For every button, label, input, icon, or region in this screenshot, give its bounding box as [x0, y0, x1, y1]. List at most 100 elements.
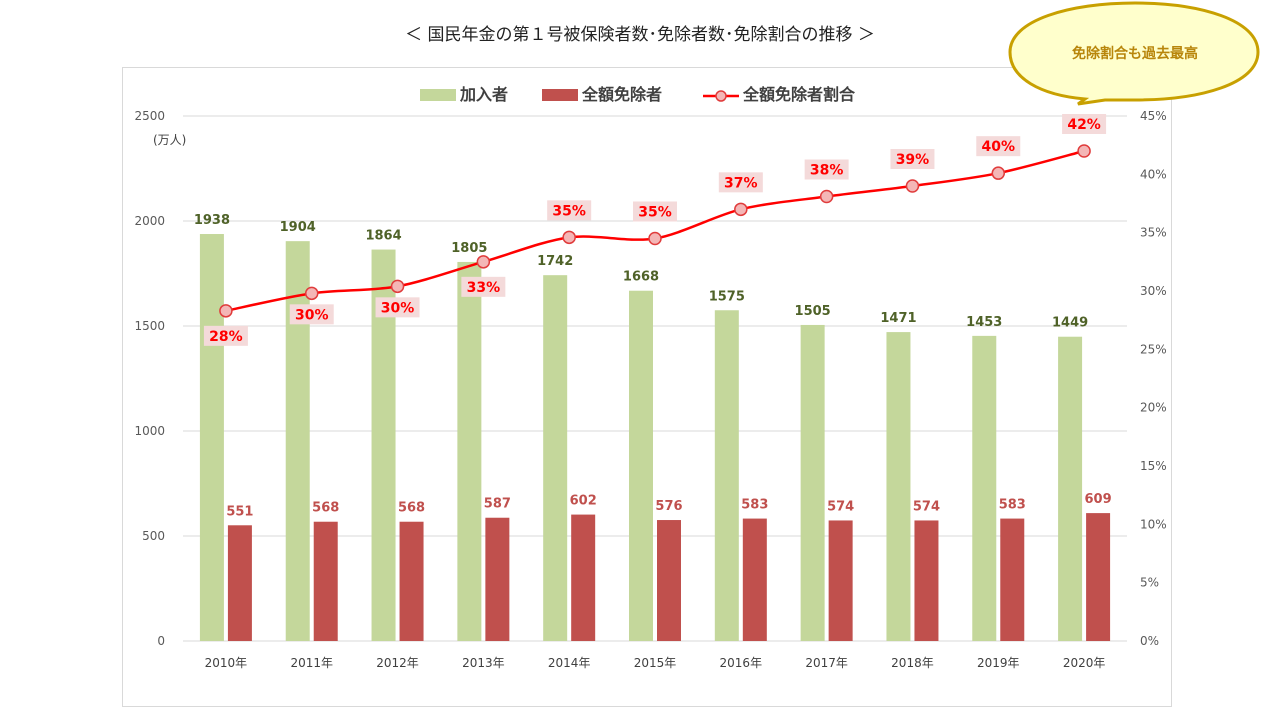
- bar-exempt: [313, 521, 338, 641]
- chart-frame: [122, 67, 1172, 707]
- bar-subscribers: [457, 261, 482, 641]
- bar-exempt-label: 574: [827, 499, 854, 514]
- bar-exempt: [914, 520, 939, 641]
- legend-swatch-exempt: [542, 89, 578, 101]
- y-right-tick-label: 15%: [1140, 459, 1167, 473]
- ratio-point: [562, 230, 576, 245]
- bar-exempt: [1086, 513, 1111, 641]
- y-right-tick-label: 5%: [1140, 576, 1159, 590]
- bar-exempt-label: 587: [484, 497, 511, 512]
- x-tick-label: 2013年: [462, 656, 505, 670]
- ratio-label: 40%: [982, 139, 1016, 155]
- bar-subscribers-label: 1505: [795, 304, 831, 319]
- ratio-line: [225, 149, 1085, 313]
- ratio-point: [819, 189, 834, 204]
- ratio-label-bg: [1062, 114, 1107, 134]
- x-tick-label: 2020年: [1063, 656, 1106, 670]
- ratio-label: 28%: [209, 329, 243, 345]
- bar-subscribers: [714, 310, 739, 641]
- y-left-tick-label: 2500: [134, 109, 165, 123]
- bar-exempt: [1000, 518, 1025, 641]
- bar-subscribers-label: 1471: [880, 311, 916, 326]
- legend-label-ratio: 全額免除者割合: [742, 85, 856, 104]
- x-tick-label: 2014年: [548, 656, 591, 670]
- ratio-point: [476, 255, 491, 269]
- x-tick-label: 2016年: [720, 656, 763, 670]
- ratio-point: [1077, 144, 1091, 158]
- ratio-label-bg: [289, 304, 334, 325]
- page-title: ＜ 国民年金の第１号被保険者数･免除者数･免除割合の推移 ＞: [405, 25, 875, 45]
- bar-exempt: [657, 520, 681, 641]
- ratio-label-bg: [203, 325, 248, 346]
- legend-label-subscribers: 加入者: [459, 85, 508, 104]
- x-tick-label: 2012年: [376, 656, 419, 670]
- bar-exempt-label: 568: [312, 501, 339, 516]
- y-right-tick-label: 40%: [1140, 167, 1167, 181]
- x-tick-label: 2010年: [205, 656, 248, 670]
- bar-subscribers: [285, 241, 310, 641]
- bar-subscribers-label: 1453: [966, 315, 1002, 330]
- ratio-label-bg: [375, 297, 420, 318]
- bar-subscribers: [1058, 336, 1083, 641]
- x-tick-label: 2011年: [290, 656, 333, 670]
- legend-marker-ratio: [715, 90, 727, 102]
- y-right-tick-label: 30%: [1140, 284, 1167, 298]
- callout-text: 免除割合も過去最高: [1072, 45, 1198, 62]
- y-left-tick-label: 1500: [134, 319, 165, 333]
- bar-subscribers-label: 1938: [194, 213, 230, 228]
- bar-subscribers: [800, 324, 825, 641]
- bar-exempt: [571, 514, 596, 641]
- ratio-label: 42%: [1067, 117, 1101, 133]
- bar-exempt: [742, 518, 767, 641]
- ratio-label-bg: [718, 172, 763, 193]
- ratio-label-bg: [633, 201, 677, 222]
- bar-exempt-label: 583: [741, 498, 768, 513]
- bar-exempt-label: 602: [570, 494, 597, 509]
- ratio-point: [648, 231, 662, 246]
- bar-subscribers-label: 1575: [709, 289, 745, 304]
- bar-subscribers-label: 1904: [280, 220, 316, 235]
- ratio-label-bg: [804, 159, 849, 180]
- y-left-tick-label: 1000: [134, 424, 165, 438]
- y-left-axis-label: (万人): [153, 133, 186, 147]
- ratio-label-bg: [547, 200, 592, 221]
- ratio-point: [304, 286, 319, 301]
- ratio-point: [991, 166, 1006, 180]
- y-left-tick-label: 0: [157, 634, 165, 648]
- y-right-tick-label: 35%: [1140, 226, 1167, 240]
- ratio-label: 35%: [638, 205, 672, 221]
- bar-exempt: [227, 525, 252, 641]
- callout-bubble: [1008, 1, 1260, 106]
- bar-subscribers: [629, 290, 653, 641]
- bar-exempt-label: 609: [1085, 492, 1112, 507]
- y-right-tick-label: 20%: [1140, 401, 1167, 415]
- legend-swatch-subscribers: [420, 89, 456, 101]
- ratio-label: 30%: [381, 300, 415, 316]
- bar-exempt: [828, 520, 853, 641]
- x-tick-label: 2019年: [977, 656, 1020, 670]
- x-tick-label: 2015年: [634, 656, 677, 670]
- bar-exempt: [485, 517, 510, 641]
- y-right-tick-label: 45%: [1140, 109, 1167, 123]
- ratio-label: 30%: [295, 307, 329, 323]
- bar-exempt-label: 583: [999, 498, 1026, 513]
- ratio-label: 39%: [896, 152, 930, 168]
- bar-subscribers-label: 1805: [451, 241, 487, 256]
- y-right-tick-label: 25%: [1140, 342, 1167, 356]
- y-left-tick-label: 500: [142, 529, 165, 543]
- y-right-tick-label: 10%: [1140, 517, 1167, 531]
- ratio-point: [734, 202, 748, 217]
- ratio-point: [219, 304, 233, 318]
- y-right-tick-label: 0%: [1140, 634, 1159, 648]
- bar-exempt-label: 568: [398, 501, 425, 516]
- x-tick-label: 2018年: [891, 656, 934, 670]
- bar-subscribers: [543, 275, 568, 641]
- bar-subscribers-label: 1864: [365, 229, 401, 244]
- ratio-point: [390, 279, 405, 294]
- bar-subscribers-label: 1449: [1052, 316, 1088, 331]
- bar-subscribers: [972, 335, 997, 641]
- bar-subscribers: [886, 332, 911, 641]
- bar-subscribers-label: 1668: [623, 270, 659, 285]
- bar-exempt-label: 574: [913, 499, 940, 514]
